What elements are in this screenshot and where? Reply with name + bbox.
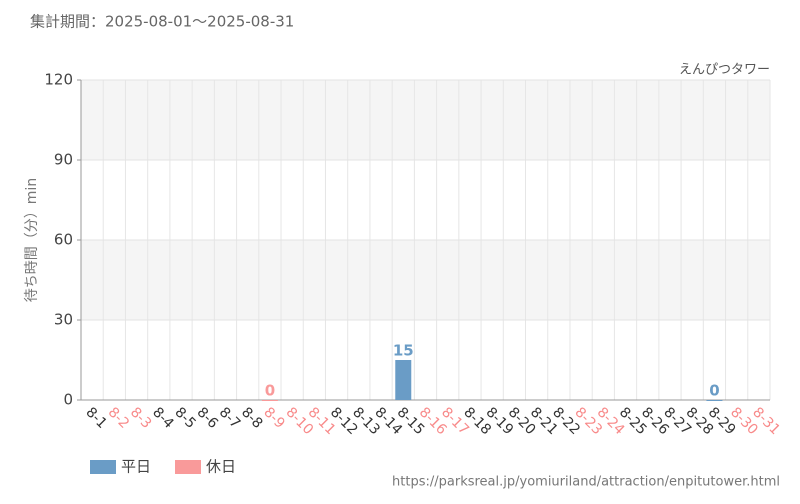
data-label: 0 (709, 382, 719, 400)
grid-band (81, 240, 770, 320)
y-tick-label: 30 (54, 311, 73, 329)
chart-title: 集計期間：2025-08-01～2025-08-31 (30, 13, 294, 31)
x-tick-label: 8-7 (216, 404, 243, 431)
grid-band (81, 80, 770, 160)
bar (706, 400, 723, 401)
x-tick-label: 8-1 (82, 404, 109, 431)
data-label: 15 (393, 342, 414, 360)
y-tick-label: 90 (54, 151, 73, 169)
source-url: https://parksreal.jp/yomiuriland/attract… (392, 475, 780, 490)
y-axis-label: 待ち時間（分）min (24, 178, 40, 302)
bar (261, 400, 278, 401)
x-tick-label: 8-8 (238, 404, 265, 431)
x-tick-label: 8-2 (105, 404, 132, 431)
x-tick-label: 8-5 (171, 404, 198, 431)
y-tick-label: 120 (44, 71, 73, 89)
x-tick-label: 8-6 (194, 404, 222, 432)
legend-swatch (90, 460, 116, 474)
legend-label: 休日 (206, 458, 236, 476)
x-tick-label: 8-9 (260, 404, 287, 431)
y-tick-label: 60 (54, 231, 73, 249)
chart-subtitle: えんぴつタワー (679, 63, 770, 78)
bar (395, 360, 412, 400)
x-tick-label: 8-3 (127, 404, 154, 431)
x-tick-label: 8-4 (149, 404, 177, 432)
legend-label: 平日 (121, 458, 151, 476)
legend-swatch (175, 460, 201, 474)
data-label: 0 (265, 382, 275, 400)
y-tick-label: 0 (63, 391, 73, 409)
